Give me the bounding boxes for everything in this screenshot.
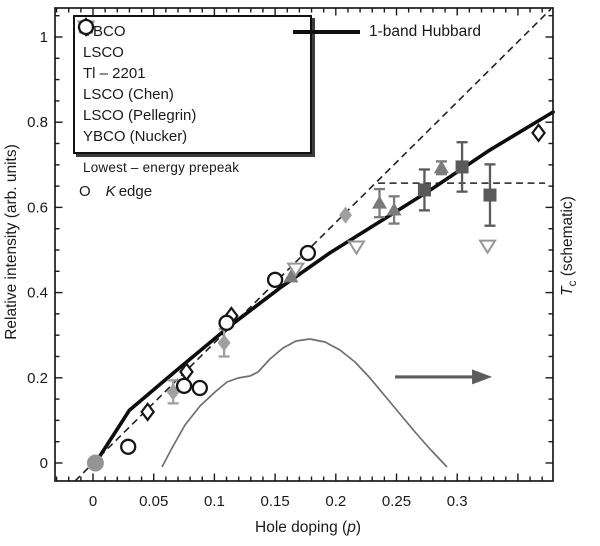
y-tick-label: 0.2 — [27, 370, 48, 387]
legend-items: YBCO LSCO Tl – 2201 LSCO (Chen) LSCO (Pelleg… — [76, 17, 304, 147]
ybco_nucker-point — [191, 379, 208, 397]
right-axis-title: Tc (schematic) — [559, 196, 579, 296]
x-tick-label: 0.3 — [447, 493, 468, 510]
lsco_pellegrin-point — [286, 262, 306, 278]
ybco_nucker-point — [175, 377, 193, 395]
tl2201-point — [386, 202, 402, 216]
hubbard-line-sample — [293, 30, 360, 34]
k-edge-rest: edge — [118, 183, 153, 200]
lsco-point — [417, 183, 431, 197]
y-tick-label: 1 — [40, 29, 48, 46]
legend-item-label: Tl – 2201 — [83, 65, 146, 82]
x-tick-label: 0.1 — [204, 493, 225, 510]
x-tick-label: 0.2 — [325, 493, 346, 510]
hubbard-legend-label: 1-band Hubbard — [369, 23, 482, 40]
k-edge-k: K — [105, 183, 116, 200]
circle-open-icon — [77, 18, 95, 36]
legend-item-label: LSCO — [83, 44, 124, 61]
series-ybco_nucker — [120, 244, 317, 455]
legend-item-lsco_pellegrin: LSCO (Pellegrin) — [76, 20, 304, 126]
y-tick-label: 0 — [40, 455, 48, 472]
legend-item-label: LSCO (Pellegrin) — [83, 107, 197, 124]
x-tick-labels: 0 0.05 0.1 0.15 0.2 0.25 0.3 — [89, 493, 468, 510]
legend-item-label: YBCO (Nucker) — [83, 128, 188, 145]
series-lsco_chen — [140, 123, 546, 422]
x-tick-label: 0 — [89, 493, 97, 510]
series-origin — [86, 454, 104, 472]
series-lsco_pellegrin — [286, 239, 497, 278]
legend-box: YBCO LSCO Tl – 2201 LSCO (Chen) LSCO (Pelleg… — [73, 15, 312, 154]
tl2201-point — [372, 195, 388, 209]
ybco_nucker-point — [299, 244, 317, 262]
lsco_pellegrin-point — [478, 239, 497, 255]
x-tick-label: 0.15 — [261, 493, 290, 510]
tl2201-point — [283, 269, 299, 283]
legend-item-ybco: YBCO — [79, 18, 304, 42]
hubbard-legend: 1-band Hubbard — [293, 22, 481, 42]
tl2201-point — [433, 160, 449, 174]
oxygen-symbol: O — [79, 183, 91, 200]
arrow-right — [395, 369, 493, 385]
plot-border — [54, 7, 554, 482]
legend-item-label: LSCO (Chen) — [83, 86, 174, 103]
legend-item-lsco_chen: LSCO (Chen) — [78, 17, 304, 105]
lsco_chen-point — [140, 402, 156, 422]
dashed-guide-line — [74, 8, 552, 482]
legend-item-tl2201: Tl – 2201 — [78, 19, 304, 84]
ybco-point — [339, 206, 353, 224]
arrow-head — [472, 369, 493, 385]
y-tick-labels: 0 0.2 0.4 0.6 0.8 1 — [27, 29, 48, 472]
series-lsco — [417, 141, 497, 227]
tc-dome-curve — [161, 338, 448, 468]
legend-item-ybco_nucker: YBCO (Nucker) — [77, 18, 304, 147]
x-axis-title: Hole doping (p) — [255, 519, 361, 536]
y-tick-label: 0.6 — [27, 199, 48, 216]
lsco_chen-point — [531, 123, 546, 143]
lsco-point — [483, 188, 497, 202]
y-axis-title: Relative intensity (arb. units) — [3, 144, 20, 340]
ybco_nucker-point — [218, 314, 235, 331]
ybco-point — [217, 334, 231, 352]
axis-ticks — [55, 8, 553, 481]
prepeak-label: Lowest – energy prepeak — [83, 160, 240, 175]
circle-open-glyph — [77, 18, 95, 36]
legend-item-lsco: LSCO — [79, 20, 304, 63]
y-tick-label: 0.4 — [27, 285, 48, 302]
origin-point — [86, 454, 104, 472]
lsco-point — [455, 160, 469, 174]
x-tick-label: 0.05 — [139, 493, 168, 510]
x-tick-label: 0.25 — [382, 493, 411, 510]
ybco_nucker-point — [120, 438, 137, 455]
ybco_nucker-point — [266, 271, 284, 288]
o-k-edge-label: O K edge — [79, 183, 152, 200]
series-tl2201 — [283, 160, 449, 283]
y-tick-label: 0.8 — [27, 114, 48, 131]
lsco_pellegrin-point — [347, 240, 366, 256]
